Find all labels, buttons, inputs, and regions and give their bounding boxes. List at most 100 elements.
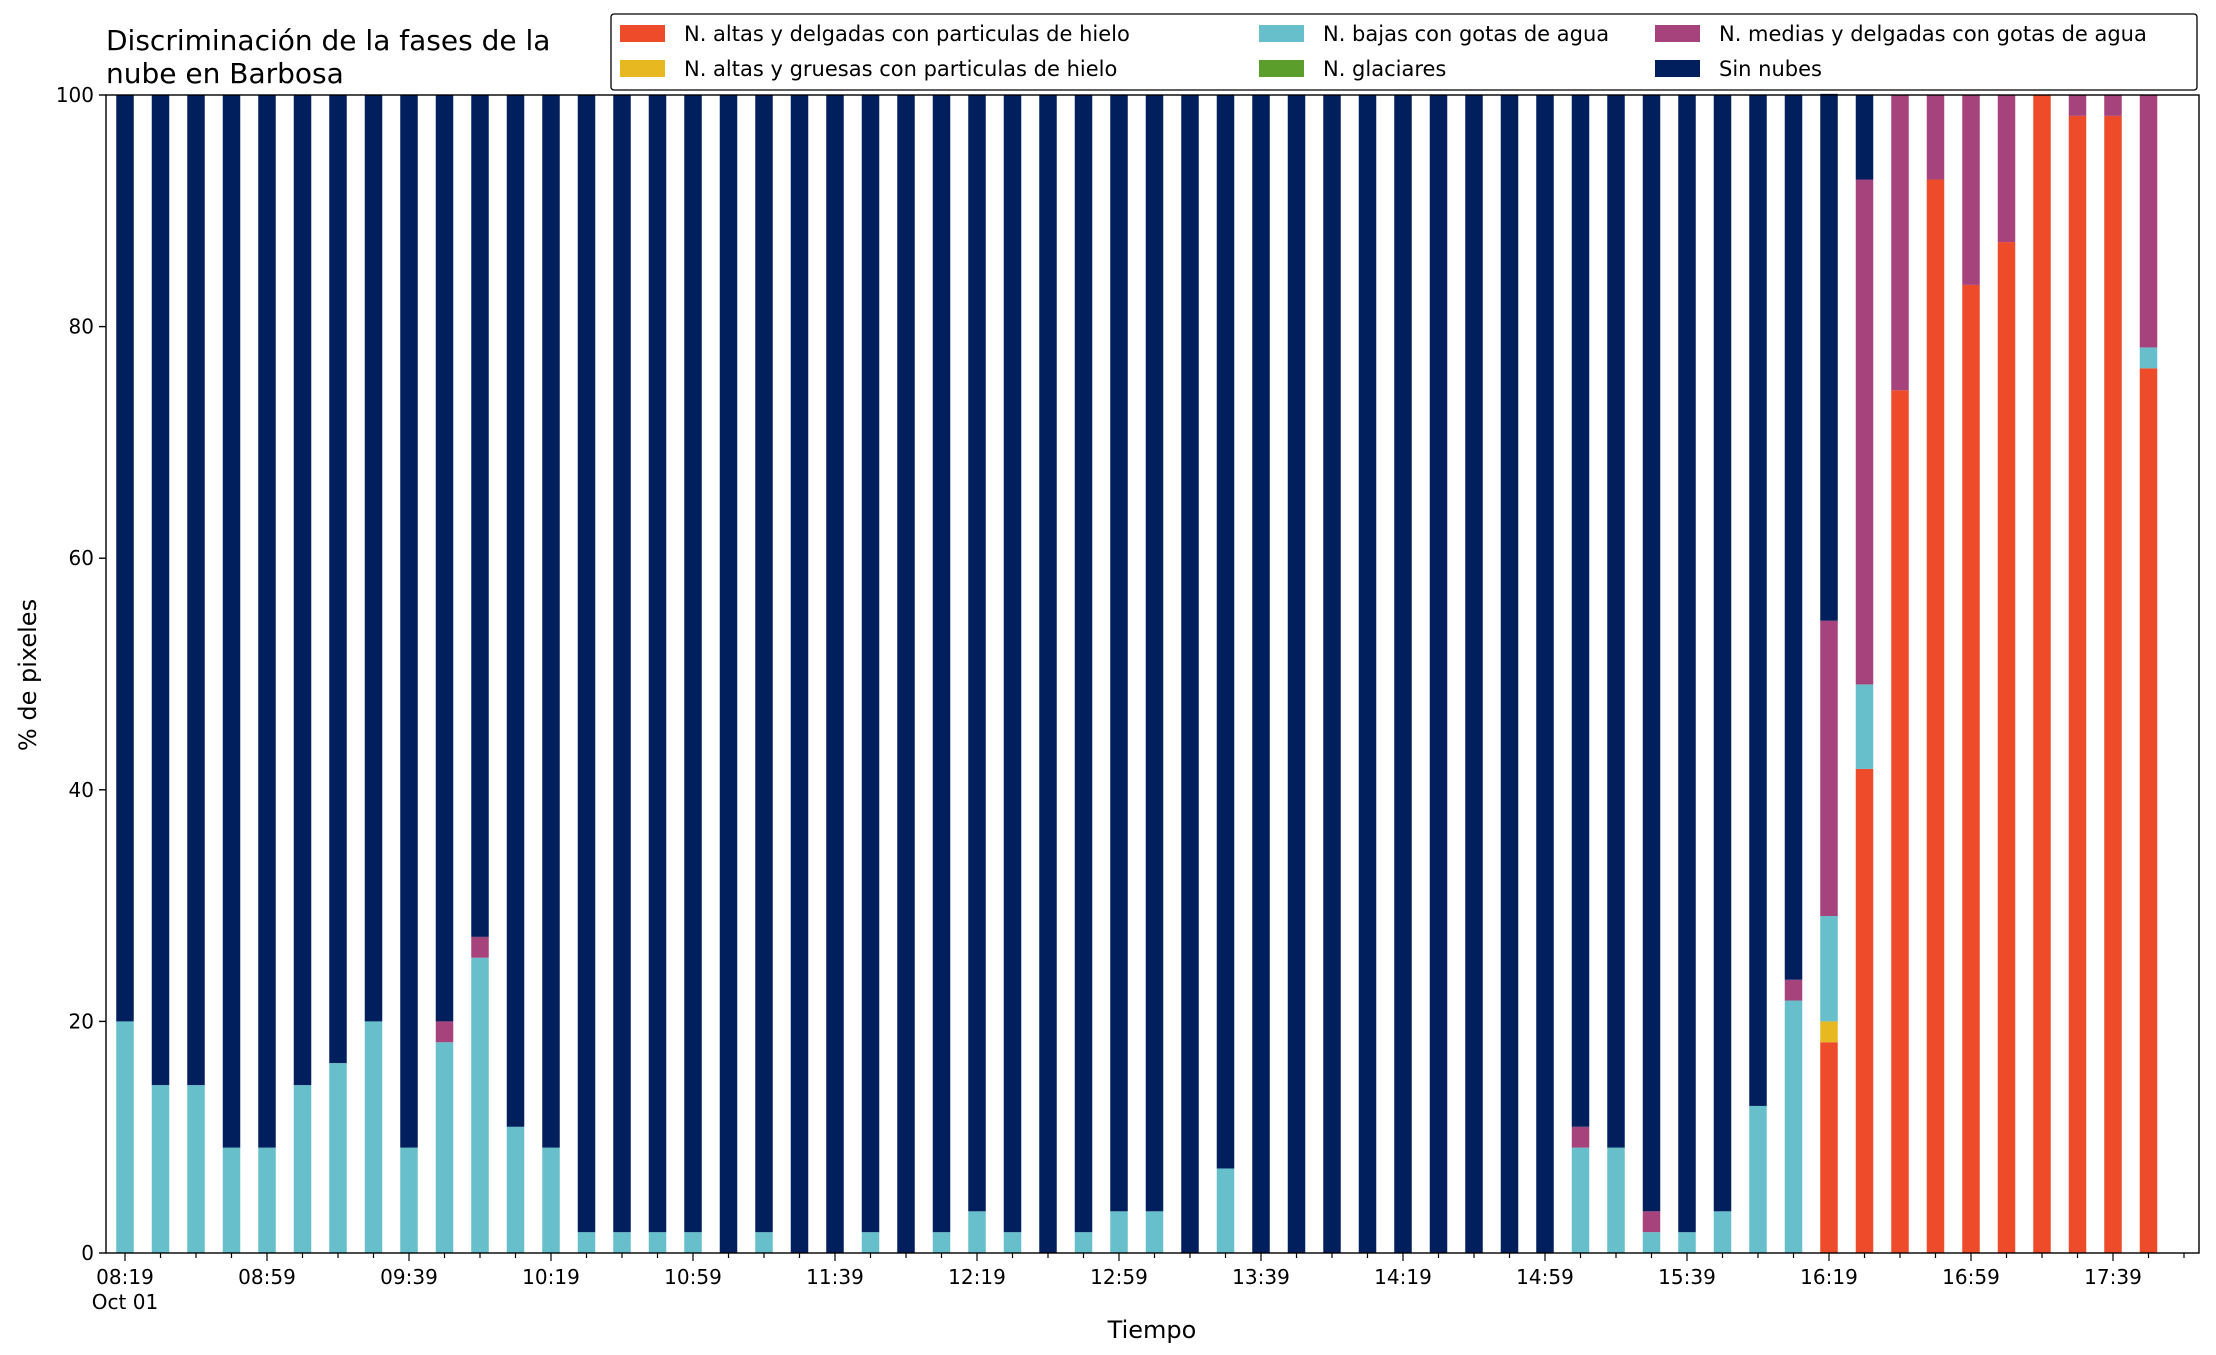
x-tick-label: 13:39 <box>1232 1265 1290 1289</box>
bar-segment <box>1216 95 1235 1169</box>
bar-segment <box>1855 179 1874 685</box>
bar-segment <box>1678 95 1696 1233</box>
bar-segment <box>258 1147 276 1253</box>
bar-segment <box>1642 1211 1661 1233</box>
legend-label: Sin nubes <box>1719 57 1822 81</box>
bar-segment <box>2033 95 2051 1253</box>
bar-segment <box>648 1232 667 1253</box>
bar-segment <box>329 1063 347 1253</box>
bar-segment <box>1820 93 1838 621</box>
bar-segment <box>684 95 702 1233</box>
x-tick-label: 17:39 <box>2084 1265 2142 1289</box>
bar-segment <box>790 95 809 1253</box>
x-tick-label: 08:19 <box>96 1265 154 1289</box>
legend-swatch <box>620 60 665 77</box>
legend-label: N. altas y delgadas con particulas de hi… <box>684 22 1130 46</box>
bar-segment <box>826 95 844 1253</box>
bar-segment <box>116 1021 134 1253</box>
bar-segment <box>1181 95 1199 1253</box>
bar-segment <box>755 95 773 1233</box>
bar-segment <box>1607 95 1625 1148</box>
bar-segment <box>1962 95 1980 285</box>
bar-segment <box>506 95 525 1127</box>
bar-segment <box>1855 95 1874 180</box>
bar-segment <box>1252 95 1270 1253</box>
bar-segment <box>1891 95 1909 391</box>
bar-segment <box>719 95 738 1253</box>
bar-segment <box>1145 95 1164 1212</box>
bar-segment <box>1713 95 1732 1212</box>
y-tick-label: 60 <box>69 546 94 570</box>
bar-segment <box>1820 1021 1838 1043</box>
plot-bars <box>116 93 2158 1254</box>
bar-segment <box>116 95 134 1022</box>
bar-segment <box>577 1232 596 1253</box>
bar-segment <box>400 1147 418 1253</box>
bar-segment <box>151 95 170 1086</box>
legend-label: N. bajas con gotas de agua <box>1323 22 1609 46</box>
bar-segment <box>1607 1147 1625 1253</box>
x-tick-label: 12:59 <box>1090 1265 1148 1289</box>
bar-segment <box>1713 1211 1732 1253</box>
bar-segment <box>861 95 880 1233</box>
bar-segment <box>1571 95 1590 1127</box>
y-axis-label: % de pixeles <box>14 599 42 751</box>
bar-segment <box>2104 115 2122 1254</box>
bar-segment <box>1784 95 1803 980</box>
bar-segment <box>1110 95 1128 1212</box>
legend-label: N. altas y gruesas con particulas de hie… <box>684 57 1117 81</box>
bar-segment <box>1820 916 1838 1022</box>
bar-segment <box>1926 95 1945 180</box>
bar-segment <box>542 1147 560 1253</box>
bar-segment <box>1358 95 1377 1253</box>
bar-segment <box>1678 1232 1696 1253</box>
bar-segment <box>968 95 986 1212</box>
x-date-label: Oct 01 <box>92 1290 158 1314</box>
x-tick-label: 10:59 <box>664 1265 722 1289</box>
bar-segment <box>1571 1147 1590 1253</box>
legend-swatch <box>1259 60 1304 77</box>
bar-segment <box>1926 179 1945 1254</box>
y-tick-label: 20 <box>69 1009 94 1033</box>
bar-segment <box>1997 242 2016 1254</box>
y-tick-label: 0 <box>81 1241 94 1265</box>
bar-segment <box>1003 95 1022 1233</box>
bar-segment <box>187 95 205 1086</box>
legend-label: N. medias y delgadas con gotas de agua <box>1719 22 2147 46</box>
bar-segment <box>1074 95 1093 1233</box>
bar-segment <box>258 95 276 1148</box>
bar-segment <box>471 957 489 1253</box>
x-tick-label: 08:59 <box>238 1265 296 1289</box>
bar-segment <box>1394 95 1412 1253</box>
legend: N. altas y delgadas con particulas de hi… <box>610 13 2198 91</box>
x-tick-label: 16:59 <box>1942 1265 2000 1289</box>
chart-title: Discriminación de la fases de la nube en … <box>106 24 550 90</box>
x-tick-label: 15:39 <box>1658 1265 1716 1289</box>
bar-segment <box>932 95 951 1233</box>
bar-segment <box>932 1232 951 1253</box>
bar-segment <box>435 95 454 1022</box>
bar-segment <box>364 95 383 1022</box>
bar-segment <box>542 95 560 1148</box>
bar-segment <box>1749 95 1767 1106</box>
bar-segment <box>1642 1232 1661 1253</box>
x-tick-label: 11:39 <box>806 1265 864 1289</box>
bar-segment <box>1749 1105 1767 1253</box>
bar-segment <box>506 1126 525 1253</box>
bar-segment <box>2068 95 2087 116</box>
bar-segment <box>648 95 667 1233</box>
bar-segment <box>293 95 312 1086</box>
bar-segment <box>1784 979 1803 1001</box>
bar-segment <box>151 1085 170 1253</box>
x-tick-label: 16:19 <box>1800 1265 1858 1289</box>
bar-segment <box>684 1232 702 1253</box>
plot-frame <box>105 94 2200 1254</box>
bar-segment <box>1962 284 1980 1253</box>
legend-swatch <box>1259 25 1304 42</box>
bar-segment <box>1891 390 1909 1253</box>
bar-segment <box>222 1147 241 1253</box>
bar-segment <box>1287 95 1306 1253</box>
bar-segment <box>2139 95 2158 348</box>
y-tick-label: 100 <box>56 83 94 107</box>
bar-segment <box>1536 95 1554 1253</box>
